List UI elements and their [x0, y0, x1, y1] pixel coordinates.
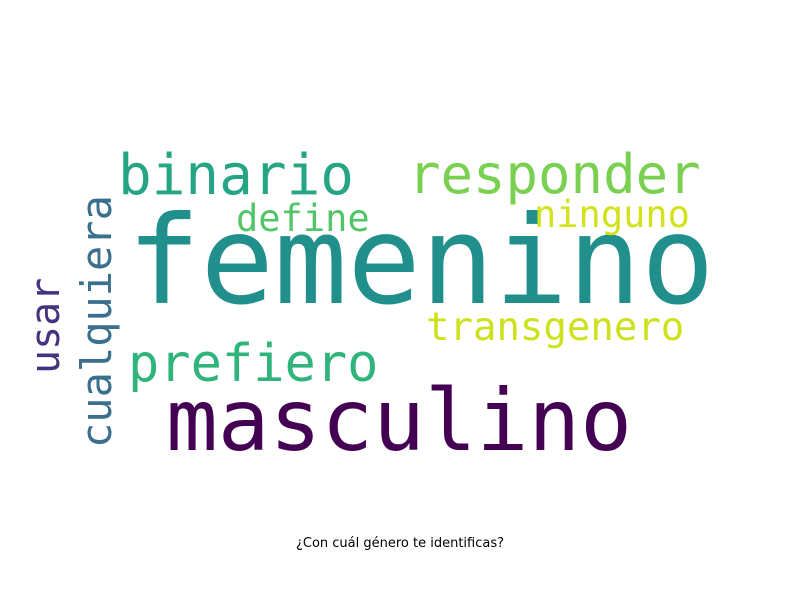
word-usar: usar [23, 277, 69, 374]
word-ninguno: ninguno [534, 193, 690, 236]
word-binario: binario [118, 143, 355, 208]
word-cualquiera: cualquiera [72, 195, 121, 448]
word-define: define [236, 197, 370, 240]
word-femenino: femenino [127, 190, 715, 332]
word-prefiero: prefiero [128, 334, 379, 394]
word-transgenero: transgenero [426, 305, 685, 350]
chart-title: ¿Con cuál género te identificas? [295, 536, 505, 551]
word-masculino: masculino [166, 371, 632, 471]
word-responder: responder [408, 143, 701, 206]
